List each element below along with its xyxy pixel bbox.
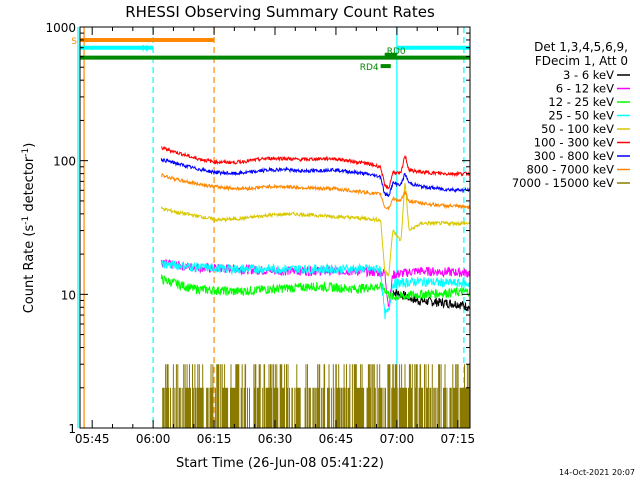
- legend-label-0: 3 - 6 keV: [563, 68, 614, 82]
- data-series: [160, 146, 471, 428]
- x-tick-label-3: 06:30: [258, 432, 293, 446]
- legend-label-2: 12 - 25 keV: [548, 95, 614, 109]
- y-axis-label-mid: detector: [22, 156, 37, 216]
- legend-label-4: 50 - 100 keV: [541, 122, 614, 136]
- y-axis-label: Count Rate (s-1 detector-1): [21, 143, 37, 314]
- y-tick-label-0: 1: [68, 422, 76, 436]
- y-tick-label-1: 10: [61, 288, 76, 302]
- legend-header-1: Det 1,3,4,5,6,9,: [534, 40, 628, 54]
- vertical-markers: [77, 27, 465, 428]
- x-tick-label-6: 07:15: [441, 432, 476, 446]
- y-axis-label-main: Count Rate (s: [22, 225, 37, 314]
- legend-label-8: 7000 - 15000 keV: [512, 176, 614, 190]
- x-tick-label-1: 06:00: [136, 432, 171, 446]
- series-line-7: [161, 172, 471, 211]
- state-bar-label-0: S: [71, 37, 77, 47]
- legend-label-7: 800 - 7000 keV: [526, 163, 614, 177]
- series-line-6: [160, 158, 471, 197]
- x-tick-label-4: 06:45: [319, 432, 354, 446]
- footer-date: 14-Oct-2021 20:07: [559, 468, 635, 477]
- x-tick-label-0: 05:45: [75, 432, 110, 446]
- x-tick-label-2: 06:15: [197, 432, 232, 446]
- axis-ticks: 05:45 06:00 06:15 06:30 06:45 07:00 07:15 1 10 10…: [45, 21, 475, 446]
- series-line-2: [160, 273, 471, 301]
- y-axis-label-sup1: -1: [21, 216, 31, 225]
- legend-header-2: FDecim 1, Att 0: [535, 54, 628, 68]
- legend-label-5: 100 - 300 keV: [534, 136, 614, 150]
- legend-label-3: 25 - 50 keV: [548, 109, 614, 123]
- series-line-0: [392, 289, 471, 312]
- y-axis-label-sup2: -1: [21, 148, 31, 157]
- legend: Det 1,3,4,5,6,9, FDecim 1, Att 0 3 - 6 k…: [512, 40, 630, 190]
- chart-title: RHESSI Observing Summary Count Rates: [125, 3, 435, 21]
- state-bar-label-5: RD4: [360, 63, 379, 73]
- series-line-5: [161, 146, 471, 190]
- x-tick-label-5: 07:00: [380, 432, 415, 446]
- state-bar-label-1: N: [142, 45, 149, 55]
- legend-label-1: 6 - 12 keV: [556, 82, 614, 96]
- series-line-8: [162, 364, 471, 428]
- y-tick-label-3: 1000: [45, 21, 76, 35]
- y-tick-label-2: 100: [53, 155, 76, 169]
- y-axis-label-end: ): [22, 143, 37, 148]
- state-bars: S N RD0 RD4: [71, 37, 470, 73]
- series-line-4: [160, 182, 471, 277]
- series-line-3: [160, 260, 470, 320]
- state-bar-label-4: RD0: [387, 47, 406, 57]
- x-axis-label: Start Time (26-Jun-08 05:41:22): [176, 456, 384, 471]
- legend-label-6: 300 - 800 keV: [534, 149, 614, 163]
